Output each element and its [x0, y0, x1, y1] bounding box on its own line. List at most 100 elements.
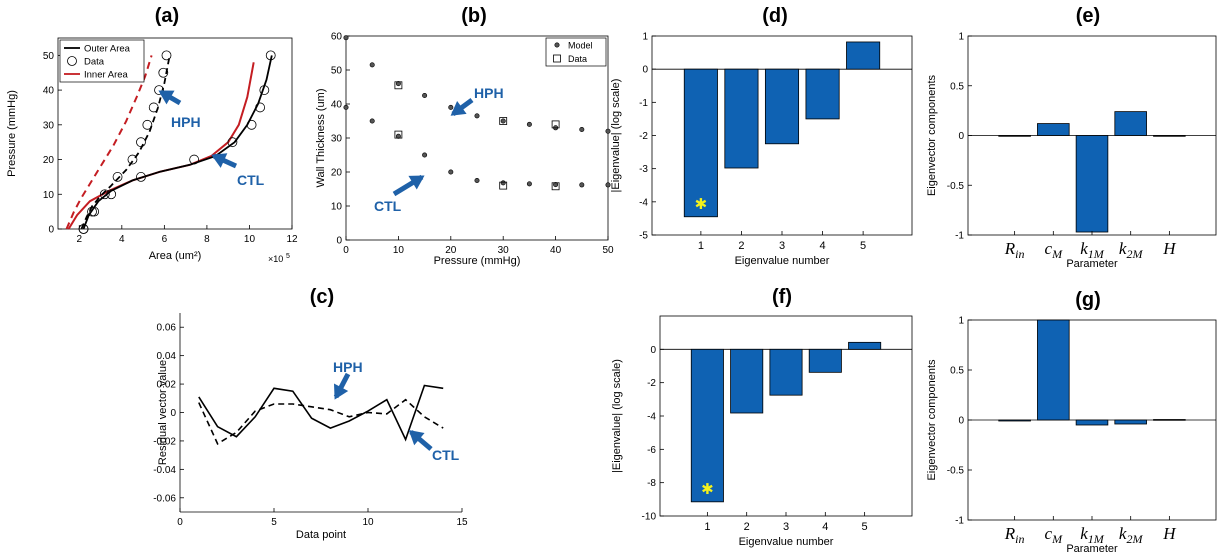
x-tick-label: 0 — [343, 245, 349, 256]
x-axis-label: Parameter — [1066, 258, 1118, 270]
y-axis-label: Residual vector value — [157, 360, 169, 465]
x-tick-label: cM — [1045, 239, 1064, 261]
x-tick-label: 1 — [698, 240, 704, 252]
x-tick-label: 2 — [738, 240, 744, 252]
bar — [1114, 419, 1147, 425]
y-tick-label: 0 — [958, 131, 964, 142]
y-tick-label: 30 — [331, 134, 343, 145]
ctl-data-point — [255, 102, 265, 113]
legend-swatch-model — [554, 42, 560, 48]
x-tick-label-base: k — [1119, 524, 1127, 543]
y-tick-label: -5 — [639, 231, 648, 242]
bar — [1114, 111, 1147, 136]
x-tick-label-base: k — [1119, 239, 1127, 258]
y-axis-label: Eigenvector components — [926, 359, 938, 481]
x-tick-label: 10 — [362, 517, 374, 528]
y-tick-label: 0 — [650, 345, 656, 356]
data-point — [394, 81, 403, 90]
x-tick-label: 10 — [244, 234, 256, 245]
y-tick-label: 0 — [958, 416, 964, 427]
hph-data-point — [112, 172, 123, 182]
bar — [805, 68, 840, 120]
y-tick-label: -0.06 — [153, 493, 176, 504]
panel-label: (d) — [762, 5, 788, 27]
x-tick-label: 2 — [744, 521, 750, 533]
x-tick-label: Rin — [1004, 524, 1025, 546]
y-tick-label: 1 — [958, 316, 964, 327]
y-tick-label: -6 — [647, 445, 656, 456]
legend-label: Data — [568, 54, 587, 64]
y-tick-label: -10 — [642, 512, 657, 523]
panel-d: (d) -5 -4 -3 -2 -1 0 1 1 ✱ 2 3 4 5 Eigenvalue number |E… — [610, 5, 913, 267]
x-tick-label-base: c — [1045, 239, 1053, 258]
annotation-label: HPH — [171, 114, 201, 130]
y-tick-label: 0.5 — [950, 81, 964, 92]
legend-label: Inner Area — [84, 70, 129, 81]
ctl-data-point — [189, 154, 200, 165]
x-tick-label: 1 — [704, 521, 710, 533]
x-tick-label-subscript: in — [1015, 532, 1024, 546]
hph-data-point — [99, 189, 110, 200]
ctl-data-point — [259, 85, 270, 95]
panel-label: (a) — [155, 5, 179, 27]
panel-a: (a) 0 10 20 30 40 50 2 4 6 8 10 12 Outer Area Data Inne… — [6, 5, 298, 264]
hph-data-point — [87, 206, 97, 217]
y-tick-label: 50 — [331, 66, 343, 77]
y-tick-label: 20 — [331, 168, 343, 179]
y-tick-label: 20 — [43, 155, 55, 166]
y-tick-label: 10 — [43, 190, 55, 201]
y-tick-label: 0 — [48, 225, 54, 236]
data-point — [551, 120, 560, 129]
model-point — [605, 128, 611, 134]
annotation-arrow-head — [211, 153, 228, 168]
y-tick-label: -8 — [647, 478, 656, 489]
x-exponent-power: 5 — [286, 253, 290, 260]
y-tick-label: -0.5 — [947, 181, 965, 192]
y-tick-label: -1 — [955, 231, 964, 242]
y-tick-label: -4 — [639, 197, 648, 208]
x-tick-label-subscript: M — [1051, 532, 1063, 546]
x-tick-label-base: k — [1080, 239, 1088, 258]
hph-data-point — [154, 85, 164, 95]
y-tick-label: 0.02 — [157, 380, 177, 391]
model-point — [579, 182, 585, 188]
y-tick-label: 30 — [43, 120, 55, 131]
ctl-outer-area-line — [82, 55, 273, 230]
hph-data-point — [161, 50, 172, 61]
model-point — [448, 104, 454, 110]
legend-label: Model — [568, 41, 593, 51]
x-tick-label: 4 — [822, 521, 828, 533]
hph-data-point — [78, 224, 89, 234]
bar — [1153, 135, 1186, 137]
panel-f: (f) -10 -8 -6 -4 -2 0 1 ✱ 2 3 4 5 Eigenvalue number |E… — [611, 286, 913, 548]
x-tick-label: 6 — [162, 234, 168, 245]
y-tick-label: 0.06 — [157, 323, 177, 334]
y-tick-label: -3 — [639, 164, 648, 175]
data-point — [499, 181, 508, 190]
annotation-arrow-head — [450, 101, 467, 116]
legend-label: Outer Area — [84, 44, 131, 55]
y-axis-label: Wall Thickness (um) — [315, 88, 327, 187]
annotation-label: HPH — [474, 85, 504, 101]
hph-data-point — [127, 154, 138, 165]
model-point — [448, 169, 454, 175]
model-point — [526, 181, 532, 187]
x-tick-label: k1M — [1080, 524, 1105, 546]
x-tick-label-subscript: 1M — [1088, 247, 1105, 261]
x-tick-label-base: R — [1004, 239, 1016, 258]
ctl-data-point — [246, 119, 257, 130]
bar — [1075, 135, 1109, 233]
model-point — [369, 118, 375, 124]
x-tick-label: 30 — [498, 245, 510, 256]
ctl-data-point — [106, 189, 117, 200]
x-tick-label: 5 — [862, 521, 868, 533]
x-tick-label: 50 — [602, 245, 614, 256]
bar — [690, 348, 724, 503]
y-tick-label: -2 — [647, 378, 656, 389]
legend-box — [545, 37, 607, 67]
x-tick-label-base: H — [1162, 239, 1177, 258]
x-tick-label-subscript: M — [1051, 247, 1063, 261]
legend: Model Data — [545, 37, 607, 67]
bar — [764, 68, 800, 145]
x-tick-label-subscript: 2M — [1126, 532, 1143, 546]
